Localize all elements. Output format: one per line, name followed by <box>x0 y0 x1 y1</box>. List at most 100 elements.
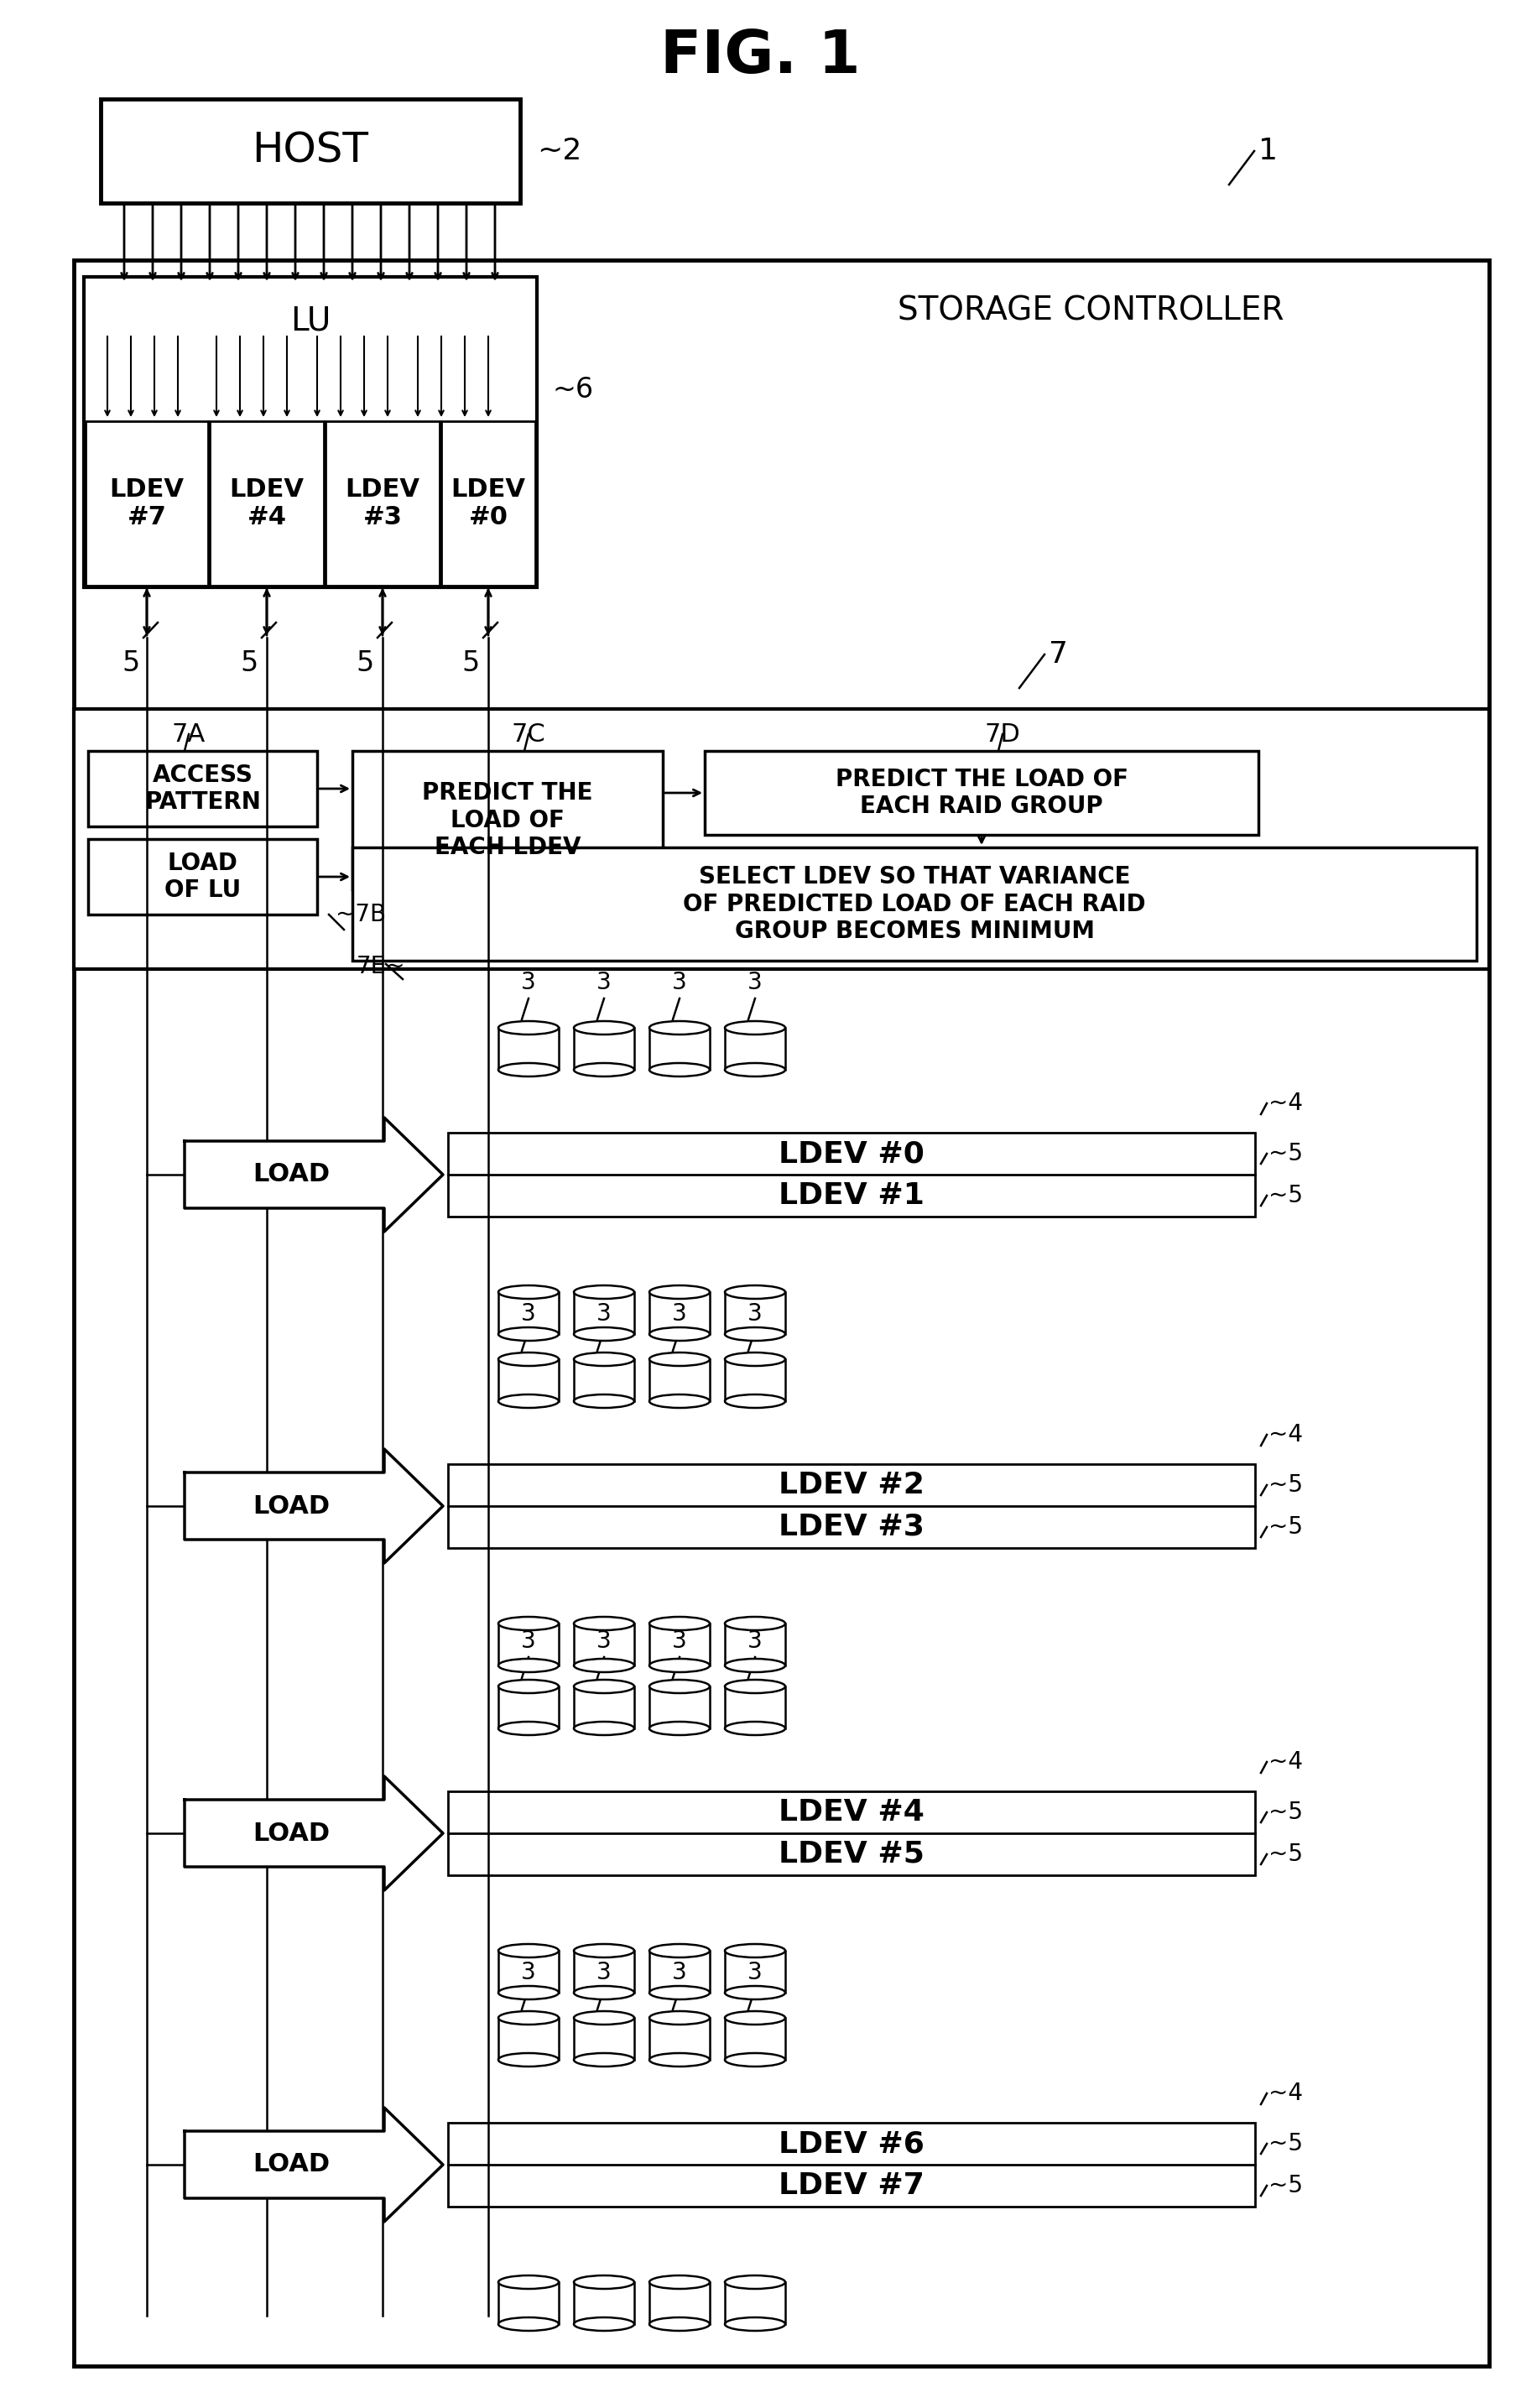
Bar <box>75 260 1489 2367</box>
Polygon shape <box>499 1028 558 1069</box>
Text: ~4: ~4 <box>1269 2081 1303 2105</box>
Polygon shape <box>726 1028 785 1069</box>
Ellipse shape <box>726 1943 785 1958</box>
Text: 3: 3 <box>748 1960 762 1984</box>
Ellipse shape <box>649 1286 710 1298</box>
Ellipse shape <box>573 1394 634 1409</box>
Text: ~2: ~2 <box>537 137 581 166</box>
Ellipse shape <box>649 2276 710 2290</box>
Text: 3: 3 <box>596 1630 611 1652</box>
Text: ACCESS
PATTERN: ACCESS PATTERN <box>144 763 262 814</box>
Polygon shape <box>649 1028 710 1069</box>
Text: ~5: ~5 <box>1269 1515 1303 1539</box>
Text: 5: 5 <box>462 650 479 677</box>
Polygon shape <box>649 1293 710 1334</box>
Ellipse shape <box>499 1062 558 1076</box>
Text: ~5: ~5 <box>1269 2131 1303 2155</box>
Ellipse shape <box>573 1681 634 1693</box>
Text: HOST: HOST <box>252 130 368 171</box>
Text: LOAD: LOAD <box>252 2153 330 2177</box>
Polygon shape <box>573 2018 634 2059</box>
Ellipse shape <box>649 1327 710 1341</box>
Bar <box>449 1132 1255 1216</box>
Bar <box>210 421 324 585</box>
Text: 3: 3 <box>748 1303 762 1327</box>
Polygon shape <box>726 1623 785 1666</box>
Text: 3: 3 <box>672 1960 687 1984</box>
Text: 3: 3 <box>596 1303 611 1327</box>
Text: 1: 1 <box>1258 137 1278 166</box>
Polygon shape <box>726 2018 785 2059</box>
Text: 7A: 7A <box>172 722 205 746</box>
Text: LDEV #0: LDEV #0 <box>779 1139 925 1168</box>
Polygon shape <box>499 1623 558 1666</box>
Bar <box>444 2073 1258 2256</box>
Text: 3: 3 <box>748 970 762 995</box>
Bar <box>100 99 520 202</box>
Text: LOAD: LOAD <box>252 1493 330 1517</box>
Ellipse shape <box>499 1943 558 1958</box>
Ellipse shape <box>573 2316 634 2331</box>
Text: LDEV
#3: LDEV #3 <box>345 477 420 530</box>
Bar <box>88 751 316 826</box>
Text: 3: 3 <box>522 970 535 995</box>
Polygon shape <box>499 1950 558 1994</box>
Ellipse shape <box>649 1394 710 1409</box>
Ellipse shape <box>726 1616 785 1630</box>
Text: FIG. 1: FIG. 1 <box>660 29 861 87</box>
Text: 3: 3 <box>596 1960 611 1984</box>
Bar <box>444 1413 1258 1599</box>
Text: LU: LU <box>291 303 330 337</box>
Text: LDEV #4: LDEV #4 <box>779 1799 925 1828</box>
Polygon shape <box>573 1950 634 1994</box>
Bar <box>88 838 316 915</box>
Ellipse shape <box>573 2276 634 2290</box>
Text: LDEV
#7: LDEV #7 <box>110 477 184 530</box>
Text: STORAGE CONTROLLER: STORAGE CONTROLLER <box>897 294 1284 327</box>
Ellipse shape <box>649 1943 710 1958</box>
Bar <box>84 277 537 588</box>
Ellipse shape <box>649 1659 710 1671</box>
Text: 3: 3 <box>596 970 611 995</box>
Polygon shape <box>649 1950 710 1994</box>
Ellipse shape <box>499 1681 558 1693</box>
Ellipse shape <box>649 2316 710 2331</box>
Ellipse shape <box>726 1659 785 1671</box>
Polygon shape <box>649 1686 710 1729</box>
Text: 3: 3 <box>672 1303 687 1327</box>
Polygon shape <box>726 1686 785 1729</box>
Ellipse shape <box>499 2054 558 2066</box>
Polygon shape <box>499 2283 558 2324</box>
Text: ~5: ~5 <box>1269 2174 1303 2199</box>
Text: 3: 3 <box>522 1630 535 1652</box>
Text: LDEV #3: LDEV #3 <box>779 1512 925 1541</box>
Ellipse shape <box>573 1286 634 1298</box>
Ellipse shape <box>726 2316 785 2331</box>
Ellipse shape <box>499 1987 558 1999</box>
Text: 7D: 7D <box>984 722 1021 746</box>
Text: LDEV
#0: LDEV #0 <box>450 477 526 530</box>
Text: 5: 5 <box>240 650 259 677</box>
Text: ~5: ~5 <box>1269 1185 1303 1206</box>
Text: ~6: ~6 <box>552 376 593 405</box>
Polygon shape <box>499 1293 558 1334</box>
Text: LDEV #1: LDEV #1 <box>779 1182 925 1209</box>
Ellipse shape <box>499 1722 558 1736</box>
Ellipse shape <box>726 1062 785 1076</box>
Ellipse shape <box>649 1987 710 1999</box>
Polygon shape <box>573 1028 634 1069</box>
Polygon shape <box>573 1686 634 1729</box>
Text: PREDICT THE
LOAD OF
EACH LDEV: PREDICT THE LOAD OF EACH LDEV <box>423 780 593 860</box>
Text: 3: 3 <box>672 970 687 995</box>
Ellipse shape <box>649 2054 710 2066</box>
Text: SELECT LDEV SO THAT VARIANCE
OF PREDICTED LOAD OF EACH RAID
GROUP BECOMES MINIMU: SELECT LDEV SO THAT VARIANCE OF PREDICTE… <box>683 864 1145 944</box>
Text: LOAD: LOAD <box>252 1820 330 1845</box>
Text: ~5: ~5 <box>1269 1842 1303 1866</box>
Text: LOAD
OF LU: LOAD OF LU <box>164 852 240 903</box>
Ellipse shape <box>726 2011 785 2025</box>
Bar <box>444 1081 1258 1267</box>
Ellipse shape <box>573 2011 634 2025</box>
Ellipse shape <box>573 1327 634 1341</box>
Polygon shape <box>573 1358 634 1401</box>
Polygon shape <box>499 2018 558 2059</box>
